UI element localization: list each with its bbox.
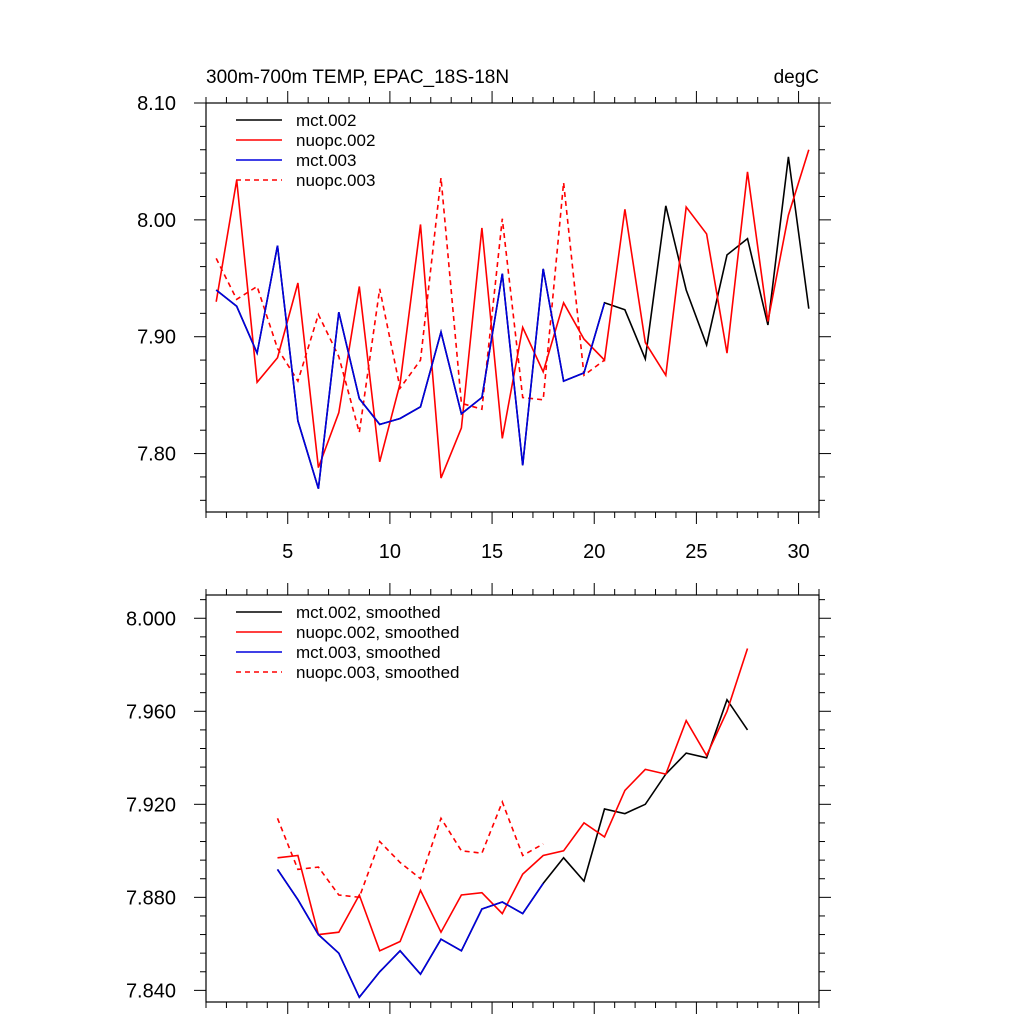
chart-title: 300m-700m TEMP, EPAC_18S-18N — [206, 67, 509, 88]
legend-label-mct-003-smoothed: mct.003, smoothed — [296, 643, 441, 662]
series-line-mct-003-smoothed — [276, 868, 544, 999]
series-line-nuopc-002 — [215, 149, 810, 479]
legend-label-mct-002: mct.002 — [296, 111, 356, 130]
series-line-nuopc-002-smoothed — [277, 648, 749, 952]
x-tick-label: 15 — [481, 541, 503, 563]
y-tick-label: 7.90 — [137, 327, 176, 349]
legend-label-nuopc-003: nuopc.003 — [296, 171, 375, 190]
legend-label-nuopc-003-smoothed: nuopc.003, smoothed — [296, 663, 460, 682]
series-line-nuopc-003 — [215, 177, 605, 433]
x-tick-label: 5 — [282, 541, 293, 563]
y-tick-label: 7.920 — [126, 794, 176, 816]
legend-label-mct-002-smoothed: mct.002, smoothed — [296, 603, 441, 622]
x-tick-label: 20 — [583, 541, 605, 563]
legend-label-mct-003: mct.003 — [296, 151, 356, 170]
series-line-nuopc-003-smoothed — [276, 799, 544, 899]
y-tick-label: 8.10 — [137, 93, 176, 115]
y-tick-label: 7.960 — [126, 701, 176, 723]
units-label: degC — [774, 67, 819, 88]
y-tick-label: 7.840 — [126, 980, 176, 1002]
x-tick-label: 10 — [379, 541, 401, 563]
legend-label-nuopc-002-smoothed: nuopc.002, smoothed — [296, 623, 460, 642]
chart-panel-2: 7.840 7.880 7.920 7.960 8.000 mct.002, smooth… — [126, 583, 831, 1014]
y-tick-label: 7.80 — [137, 444, 176, 466]
legend-label-nuopc-002: nuopc.002 — [296, 131, 375, 150]
chart-panel-1: 5 10 15 20 25 30 7.80 7.90 8.00 8.10 300m-700m TEM… — [137, 67, 831, 563]
series-line-mct-003 — [215, 245, 606, 489]
y-tick-label: 8.000 — [126, 608, 176, 630]
y-tick-label: 7.880 — [126, 887, 176, 909]
x-tick-label: 30 — [787, 541, 809, 563]
x-tick-label: 25 — [685, 541, 707, 563]
series-line-mct-002 — [215, 156, 810, 489]
y-tick-label: 8.00 — [137, 210, 176, 232]
